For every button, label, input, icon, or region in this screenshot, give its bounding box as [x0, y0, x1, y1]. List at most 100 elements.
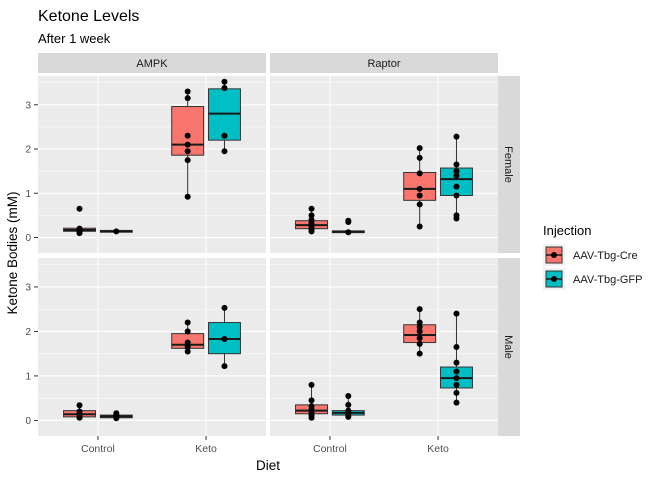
data-point [184, 132, 191, 139]
data-point [184, 148, 191, 155]
facet-strip-top [38, 53, 266, 73]
data-point [453, 168, 460, 175]
legend: Injection AAV-Tbg-Cre AAV-Tbg-GFP [543, 223, 642, 290]
data-point [308, 397, 315, 404]
data-point [416, 185, 423, 192]
data-point [184, 88, 191, 95]
data-point [184, 344, 191, 350]
data-point [345, 401, 352, 408]
data-point [453, 183, 460, 190]
chart-title: Ketone Levels [38, 8, 139, 25]
data-point [308, 381, 315, 388]
box-group [331, 392, 365, 420]
facet-strip-label: Female [502, 146, 514, 183]
box-group [208, 78, 241, 155]
facet-panel [270, 258, 498, 436]
data-point [453, 161, 460, 168]
facet-strip-right [498, 76, 520, 253]
data-point [308, 403, 315, 410]
box-iqr [171, 106, 205, 156]
data-point [416, 223, 423, 230]
y-tick-label: 1 [25, 371, 31, 382]
data-point [416, 192, 423, 199]
facet-strip-top [270, 53, 498, 73]
data-point [184, 141, 191, 148]
facet-strip-label: Raptor [367, 58, 400, 70]
legend-key-point [551, 276, 557, 282]
data-point [221, 335, 228, 342]
data-point [308, 212, 315, 219]
data-point [345, 229, 352, 236]
legend-entry-label: AAV-Tbg-GFP [573, 274, 642, 286]
box-group [63, 205, 96, 237]
y-axis-label: Ketone Bodies (mM) [5, 191, 20, 314]
data-point [184, 193, 191, 200]
box-group [295, 381, 328, 421]
data-point [184, 328, 191, 335]
box-group [440, 133, 473, 222]
data-point [453, 359, 460, 366]
data-point [416, 170, 423, 177]
facet-panel [270, 76, 498, 253]
facet-panel [38, 76, 266, 253]
data-point [345, 392, 352, 399]
data-point [416, 306, 423, 313]
data-point [416, 323, 423, 330]
data-point [416, 145, 423, 152]
data-point [184, 319, 191, 326]
data-point [453, 389, 460, 396]
legend-title: Injection [543, 223, 591, 238]
x-tick-label: Keto [427, 443, 449, 455]
box-group [331, 217, 365, 236]
data-point [453, 368, 460, 375]
data-point [113, 410, 120, 417]
legend-entry-label: AAV-Tbg-Cre [573, 250, 638, 262]
data-point [76, 402, 83, 409]
data-point [308, 205, 315, 212]
data-point [416, 350, 423, 357]
data-point [416, 201, 423, 208]
x-tick-label: Keto [195, 443, 217, 455]
data-point [453, 381, 460, 388]
x-tick-label: Control [81, 443, 115, 455]
data-point [221, 132, 228, 139]
box-group [99, 228, 133, 235]
data-point [453, 192, 460, 199]
y-tick-label: 0 [25, 416, 31, 427]
data-point [221, 78, 228, 85]
data-point [453, 399, 460, 406]
data-point [184, 95, 191, 102]
y-tick-label: 2 [25, 327, 31, 338]
box-group [440, 310, 473, 406]
y-tick-label: 2 [25, 145, 31, 156]
box-group [171, 319, 205, 355]
y-tick-label: 1 [25, 189, 31, 200]
box-group [171, 88, 205, 200]
x-axis-label: Diet [256, 458, 280, 473]
box-group [295, 205, 328, 235]
box-group [403, 145, 437, 230]
legend-entry: AAV-Tbg-Cre [543, 244, 638, 266]
data-point [221, 304, 228, 311]
data-point [453, 310, 460, 317]
y-tick-label: 3 [25, 100, 31, 111]
data-point [453, 344, 460, 350]
facet-strip-label: Male [502, 335, 514, 359]
data-point [416, 335, 423, 342]
data-point [345, 407, 352, 414]
data-point [453, 375, 460, 382]
x-tick-label: Control [313, 443, 347, 455]
data-point [113, 228, 120, 235]
y-tick-label: 3 [25, 282, 31, 293]
y-tick-label: 0 [25, 233, 31, 244]
data-point [184, 339, 191, 346]
facet-strip-right [498, 258, 520, 436]
box-group [208, 304, 241, 370]
chart-subtitle: After 1 week [38, 31, 111, 46]
box-group [99, 410, 133, 422]
data-point [416, 328, 423, 335]
data-point [221, 363, 228, 370]
data-point [416, 340, 423, 347]
data-point [416, 154, 423, 161]
